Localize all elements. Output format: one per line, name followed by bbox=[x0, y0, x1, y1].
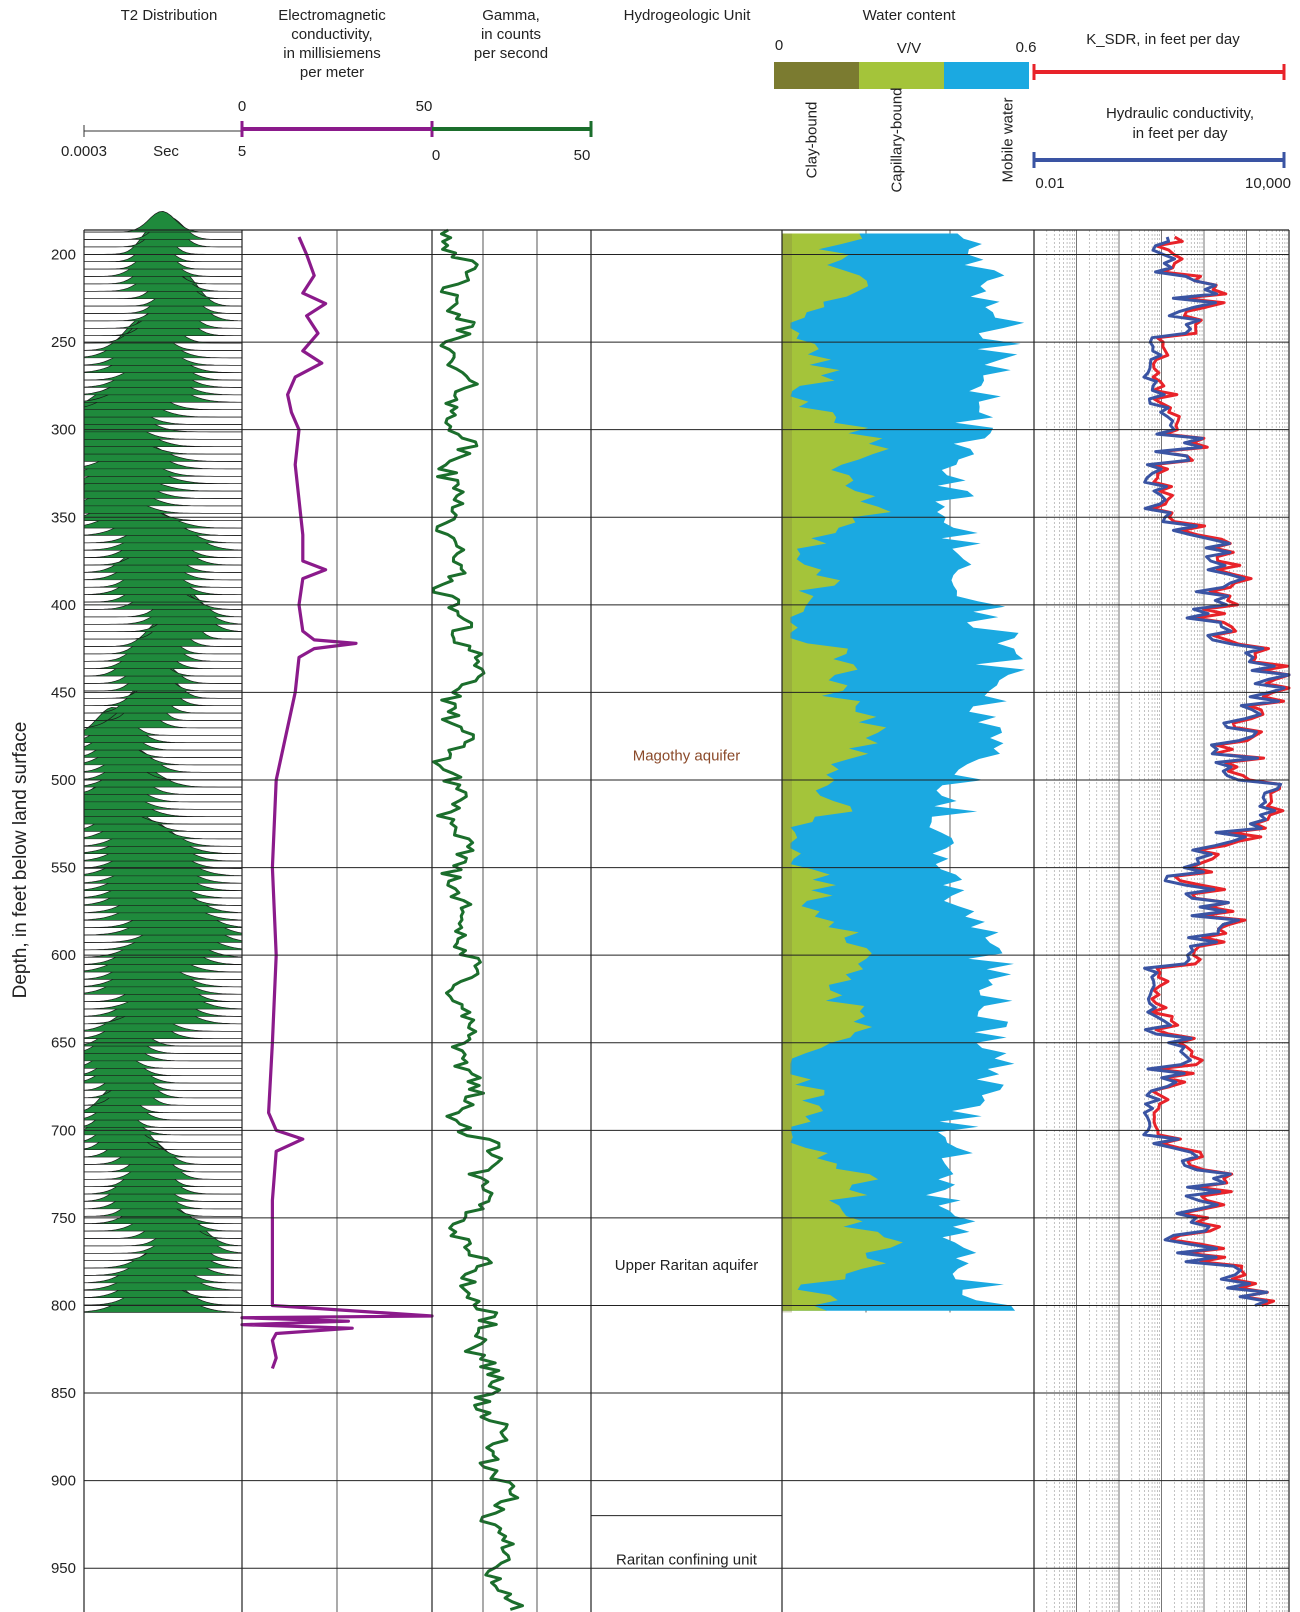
depth-tick-label: 800 bbox=[51, 1297, 76, 1314]
depth-tick-label: 200 bbox=[51, 247, 76, 264]
depth-tick-label: 550 bbox=[51, 860, 76, 877]
em-scale-min: 0 bbox=[238, 98, 246, 115]
k-sdr-curve bbox=[1151, 237, 1289, 1306]
depth-tick-label: 650 bbox=[51, 1035, 76, 1052]
y-axis-title: Depth, in feet below land surface bbox=[10, 722, 31, 999]
water-scale-max: 0.6 bbox=[1016, 39, 1037, 56]
hydrogeologic-unit-label: Raritan confining unit bbox=[616, 1551, 758, 1568]
hydro-title: Hydrogeologic Unit bbox=[624, 7, 752, 24]
water-legend-swatch bbox=[774, 62, 859, 89]
clay-bound-area bbox=[782, 234, 792, 1313]
depth-tick-label: 250 bbox=[51, 334, 76, 351]
k-title2-line: Hydraulic conductivity, bbox=[1106, 105, 1254, 122]
k-scale-max: 10,000 bbox=[1245, 175, 1291, 192]
track-curves bbox=[84, 211, 1289, 1609]
depth-tick-label: 850 bbox=[51, 1385, 76, 1402]
depth-tick-label: 350 bbox=[51, 509, 76, 526]
hydrogeologic-unit-label: Upper Raritan aquifer bbox=[615, 1257, 758, 1274]
depth-tick-label: 750 bbox=[51, 1210, 76, 1227]
depth-tick-label: 900 bbox=[51, 1473, 76, 1490]
t2-scale-unit: Sec bbox=[153, 143, 179, 160]
water-legend-label: Capillary-bound bbox=[888, 87, 905, 192]
gamma-title-line: per second bbox=[474, 45, 548, 62]
gamma-scale-min: 0 bbox=[432, 147, 440, 164]
water-scale-min: 0 bbox=[775, 37, 783, 54]
depth-tick-label: 500 bbox=[51, 772, 76, 789]
em-title-line: conductivity, bbox=[291, 26, 372, 43]
depth-tick-label: 700 bbox=[51, 1122, 76, 1139]
em-title-line: per meter bbox=[300, 64, 364, 81]
depth-tick-label: 600 bbox=[51, 947, 76, 964]
k-scale-min: 0.01 bbox=[1035, 175, 1064, 192]
water-scale-unit: V/V bbox=[897, 40, 921, 57]
water-legend-swatch bbox=[944, 62, 1029, 89]
k-title: K_SDR, in feet per day bbox=[1086, 31, 1240, 48]
gamma-title-line: Gamma, bbox=[482, 7, 540, 24]
depth-tick-label: 300 bbox=[51, 422, 76, 439]
em-scale-max: 50 bbox=[416, 98, 433, 115]
em-title-line: in millisiemens bbox=[283, 45, 381, 62]
hydrogeologic-unit-label: Magothy aquifer bbox=[633, 747, 741, 764]
t2-distribution-fill bbox=[84, 211, 242, 232]
gamma-curve bbox=[434, 230, 523, 1610]
chart-header: T2 Distribution 0.0003 Sec 5 Electromagnetic… bbox=[61, 7, 1291, 193]
water-title: Water content bbox=[863, 7, 957, 24]
t2-title: T2 Distribution bbox=[121, 7, 218, 24]
depth-tick-label: 400 bbox=[51, 597, 76, 614]
depth-tick-label: 450 bbox=[51, 684, 76, 701]
t2-scale-max: 5 bbox=[238, 143, 246, 160]
water-legend-swatch bbox=[859, 62, 944, 89]
water-legend-label: Clay-bound bbox=[803, 102, 820, 179]
t2-scale-min: 0.0003 bbox=[61, 143, 107, 160]
depth-tick-label: 950 bbox=[51, 1560, 76, 1577]
em-title-line: Electromagnetic bbox=[278, 7, 386, 24]
water-legend-label: Mobile water bbox=[999, 97, 1016, 182]
gamma-scale-max: 50 bbox=[574, 147, 591, 164]
k-title2-line: in feet per day bbox=[1132, 125, 1228, 142]
gamma-title-line: in counts bbox=[481, 26, 541, 43]
track-frame bbox=[84, 230, 1289, 1612]
